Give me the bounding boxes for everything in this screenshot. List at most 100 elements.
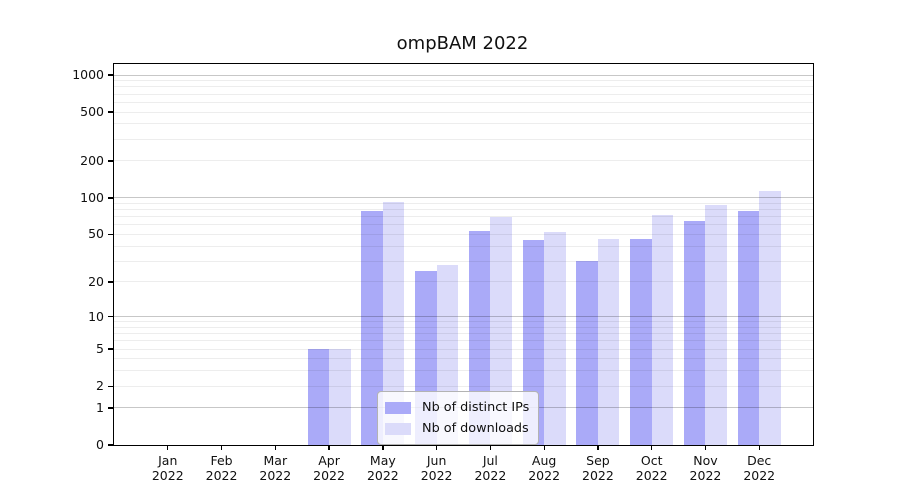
x-tick-month: Aug [531, 453, 557, 468]
major-gridline [114, 197, 813, 199]
y-axis-tick-label: 0 [96, 437, 104, 452]
minor-gridline [114, 202, 813, 204]
x-tick-month: Mar [263, 453, 288, 468]
x-tick-month: May [369, 453, 396, 468]
minor-gridline [114, 80, 813, 82]
bar-distinct-ips [683, 220, 706, 445]
legend-swatch [385, 422, 411, 435]
x-tick-year: 2022 [689, 468, 722, 483]
x-tick-mark [274, 445, 276, 450]
y-axis-tick-label: 1 [96, 399, 104, 415]
bar-distinct-ips [576, 261, 598, 445]
x-tick-month: Sep [586, 453, 610, 468]
bar-downloads [651, 214, 674, 445]
major-gridline [114, 74, 813, 76]
x-tick-mark [704, 445, 707, 450]
minor-gridline [114, 101, 813, 103]
bar-downloads [705, 205, 727, 445]
y-axis-tick-label: 50 [88, 226, 104, 242]
bar-distinct-ips [630, 238, 652, 445]
minor-gridline [114, 93, 813, 95]
x-axis-tick-label: Dec 2022 [727, 453, 791, 483]
x-axis-tick-label: Jul 2022 [458, 453, 522, 483]
x-axis-tick-label: May 2022 [351, 453, 415, 483]
bar-distinct-ips [361, 211, 383, 445]
x-tick-month: Feb [210, 453, 233, 468]
x-axis-tick-label: Sep 2022 [566, 453, 630, 483]
x-tick-year: 2022 [528, 468, 561, 483]
y-axis-tick-label: 200 [80, 152, 104, 168]
x-axis-tick-label: Jan 2022 [136, 453, 200, 483]
x-axis-tick-label: Feb 2022 [190, 453, 254, 483]
y-tick-mark [108, 160, 114, 162]
x-axis-tick-label: Mar 2022 [243, 453, 307, 483]
y-tick-mark [108, 385, 114, 387]
legend-item: Nb of downloads [385, 418, 529, 439]
x-tick-mark [220, 445, 223, 450]
minor-gridline [114, 86, 813, 88]
bar-distinct-ips [307, 349, 330, 445]
x-tick-mark [382, 445, 384, 450]
x-axis-tick-label: Aug 2022 [512, 453, 576, 483]
x-tick-mark [651, 445, 653, 450]
bar-downloads [329, 349, 351, 445]
y-tick-mark [108, 233, 114, 236]
bar-distinct-ips [737, 211, 760, 445]
y-axis-tick-label: 10 [88, 308, 104, 324]
minor-gridline [114, 160, 813, 162]
x-axis-tick-label: Apr 2022 [297, 453, 361, 483]
y-tick-mark [108, 197, 114, 199]
chart-title: ompBAM 2022 [396, 33, 529, 54]
bar-downloads [597, 238, 620, 445]
minor-gridline [114, 111, 813, 113]
x-tick-year: 2022 [420, 468, 453, 483]
y-tick-mark [108, 315, 114, 318]
x-tick-year: 2022 [474, 468, 507, 483]
x-axis-tick-label: Oct 2022 [620, 453, 684, 483]
plot-area: Nb of distinct IPs Nb of downloads 0 1 2 5 10… [72, 63, 814, 483]
legend: Nb of distinct IPs Nb of downloads [377, 391, 540, 445]
x-tick-mark [597, 445, 599, 450]
x-tick-month: Apr [318, 453, 340, 468]
y-axis-tick-label: 100 [80, 189, 104, 205]
legend-label: Nb of distinct IPs [422, 400, 530, 415]
x-tick-year: 2022 [205, 468, 238, 483]
x-tick-year: 2022 [151, 468, 184, 483]
y-tick-mark [108, 111, 114, 113]
y-tick-mark [108, 444, 114, 446]
minor-gridline [114, 123, 813, 125]
y-axis-tick-label: 20 [88, 273, 104, 289]
x-tick-year: 2022 [366, 468, 399, 483]
bar-downloads [544, 232, 566, 445]
x-tick-mark [543, 445, 545, 450]
bar-downloads [490, 216, 512, 445]
x-tick-month: Nov [693, 453, 718, 468]
x-tick-month: Jun [426, 453, 447, 468]
x-tick-year: 2022 [743, 468, 776, 483]
y-axis-tick-label: 1000 [72, 67, 104, 82]
x-tick-year: 2022 [313, 468, 345, 483]
x-tick-year: 2022 [259, 468, 292, 483]
x-tick-mark [436, 445, 438, 450]
x-axis-tick-label: Nov 2022 [673, 453, 737, 483]
y-tick-mark [108, 281, 114, 283]
x-tick-year: 2022 [635, 468, 668, 483]
x-tick-month: Jan [158, 453, 178, 468]
y-axis-tick-label: 2 [96, 378, 104, 394]
y-tick-mark [108, 74, 114, 76]
legend-item: Nb of distinct IPs [385, 397, 529, 418]
y-axis-tick-label: 500 [80, 104, 104, 120]
legend-swatch [385, 401, 411, 414]
bar-downloads [382, 202, 405, 445]
x-tick-month: Oct [640, 453, 663, 468]
x-tick-mark [758, 445, 760, 450]
x-tick-mark [328, 445, 330, 450]
minor-gridline [114, 138, 813, 140]
legend-label: Nb of downloads [422, 421, 529, 436]
x-axis-tick-label: Jun 2022 [405, 453, 469, 483]
x-tick-year: 2022 [582, 468, 614, 483]
x-tick-mark [489, 445, 492, 450]
y-axis-tick-label: 5 [96, 341, 104, 357]
x-tick-month: Dec [747, 453, 772, 468]
